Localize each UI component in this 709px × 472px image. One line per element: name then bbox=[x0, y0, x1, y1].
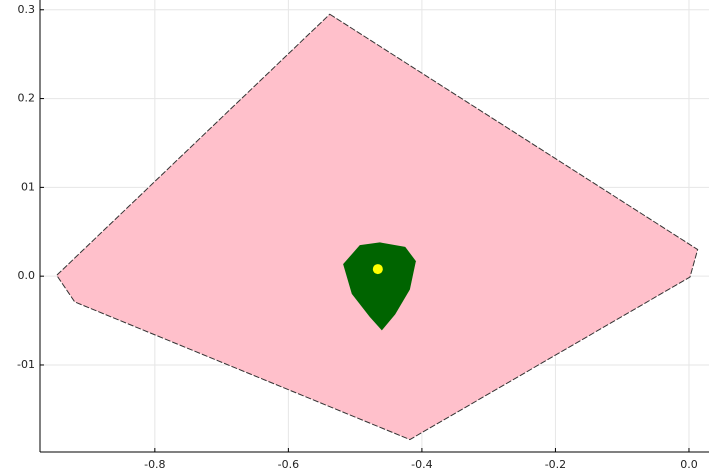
y-tick-label: 0.2 bbox=[18, 92, 36, 105]
x-tick-label: -0.2 bbox=[545, 458, 566, 471]
x-tick-label: 0.0 bbox=[680, 458, 698, 471]
point bbox=[372, 264, 383, 275]
y-tick-label: 01 bbox=[21, 180, 35, 193]
x-tick-label: -0.6 bbox=[278, 458, 299, 471]
y-tick-label: 0.3 bbox=[18, 3, 36, 16]
region bbox=[56, 13, 699, 441]
y-tick-label: 0.0 bbox=[18, 269, 36, 282]
y-tick-label: -01 bbox=[17, 358, 35, 371]
x-tick-label: -0.8 bbox=[144, 458, 165, 471]
x-tick-label: -0.4 bbox=[411, 458, 432, 471]
region bbox=[343, 242, 416, 331]
